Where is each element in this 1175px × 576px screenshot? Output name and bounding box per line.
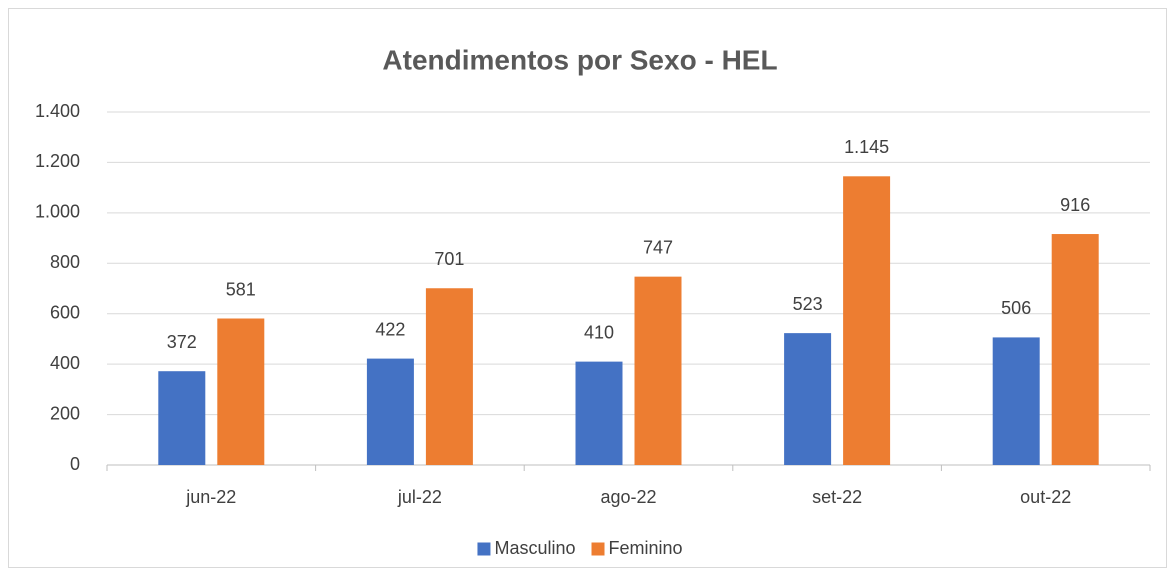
y-tick-label: 1.200 xyxy=(35,151,80,171)
chart-border xyxy=(8,8,1167,568)
y-tick-label: 800 xyxy=(50,252,80,272)
legend-swatch xyxy=(591,542,605,556)
data-label: 506 xyxy=(1001,298,1031,318)
x-tick-label: jun-22 xyxy=(185,487,236,507)
data-label: 916 xyxy=(1060,195,1090,215)
y-tick-label: 400 xyxy=(50,353,80,373)
bar xyxy=(425,288,473,465)
x-tick-label: jul-22 xyxy=(397,487,442,507)
chart-title: Atendimentos por Sexo - HEL xyxy=(382,44,777,75)
bar xyxy=(158,371,206,465)
data-label: 372 xyxy=(167,332,197,352)
data-label: 410 xyxy=(584,322,614,342)
y-tick-label: 600 xyxy=(50,302,80,322)
y-tick-label: 1.000 xyxy=(35,202,80,222)
data-label: 1.145 xyxy=(844,137,889,157)
bar xyxy=(843,176,891,465)
bar xyxy=(217,318,265,465)
data-label: 747 xyxy=(643,237,673,257)
legend-label: Masculino xyxy=(494,538,575,558)
data-label: 523 xyxy=(793,294,823,314)
bar xyxy=(992,337,1040,465)
x-tick-label: ago-22 xyxy=(600,487,656,507)
y-tick-label: 0 xyxy=(70,454,80,474)
x-tick-label: out-22 xyxy=(1020,487,1071,507)
bar xyxy=(575,361,623,465)
x-tick-label: set-22 xyxy=(812,487,862,507)
bar xyxy=(1051,234,1099,465)
bar xyxy=(634,276,682,465)
legend-swatch xyxy=(477,542,491,556)
legend-label: Feminino xyxy=(609,538,683,558)
bar xyxy=(784,333,832,465)
data-label: 701 xyxy=(434,249,464,269)
bar xyxy=(366,358,414,465)
y-tick-label: 1.400 xyxy=(35,101,80,121)
data-label: 581 xyxy=(226,279,256,299)
y-tick-label: 200 xyxy=(50,403,80,423)
data-label: 422 xyxy=(375,319,405,339)
